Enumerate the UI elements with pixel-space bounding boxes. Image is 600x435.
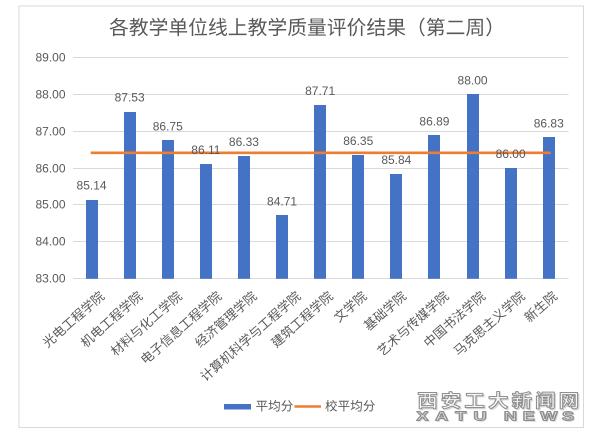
svg-text:X: X [418, 411, 431, 425]
svg-text:84.71: 84.71 [267, 194, 297, 208]
svg-text:84.00: 84.00 [35, 235, 65, 249]
svg-text:U: U [473, 410, 486, 424]
svg-text:86.89: 86.89 [419, 114, 449, 128]
svg-text:87.00: 87.00 [35, 125, 65, 139]
svg-text:89.00: 89.00 [35, 51, 65, 65]
svg-text:88.00: 88.00 [458, 73, 488, 87]
svg-text:A: A [436, 411, 449, 425]
svg-text:T: T [456, 411, 468, 425]
svg-text:87.71: 87.71 [305, 84, 335, 98]
svg-text:86.00: 86.00 [35, 162, 65, 176]
svg-text:W: W [541, 411, 558, 425]
svg-text:86.35: 86.35 [343, 134, 373, 148]
svg-text:E: E [524, 411, 536, 425]
svg-text:86.00: 86.00 [496, 147, 526, 161]
svg-text:83.00: 83.00 [35, 272, 65, 286]
svg-text:W: W [540, 410, 557, 424]
svg-text:85.84: 85.84 [381, 153, 411, 167]
svg-text:86.75: 86.75 [153, 119, 183, 133]
svg-text:A: A [435, 410, 448, 424]
svg-text:85.14: 85.14 [77, 179, 107, 193]
svg-text:E: E [523, 410, 535, 424]
svg-text:T: T [455, 410, 467, 424]
svg-text:86.83: 86.83 [534, 116, 564, 130]
svg-text:N: N [505, 411, 518, 425]
svg-text:U: U [475, 411, 488, 425]
svg-text:87.53: 87.53 [115, 91, 145, 105]
svg-text:X: X [416, 410, 429, 424]
svg-text:N: N [504, 410, 517, 424]
svg-text:88.00: 88.00 [35, 88, 65, 102]
svg-text:S: S [563, 411, 575, 425]
svg-text:86.11: 86.11 [191, 143, 220, 157]
svg-text:S: S [562, 410, 574, 424]
svg-text:85.00: 85.00 [35, 198, 65, 212]
svg-text:86.33: 86.33 [229, 135, 259, 149]
